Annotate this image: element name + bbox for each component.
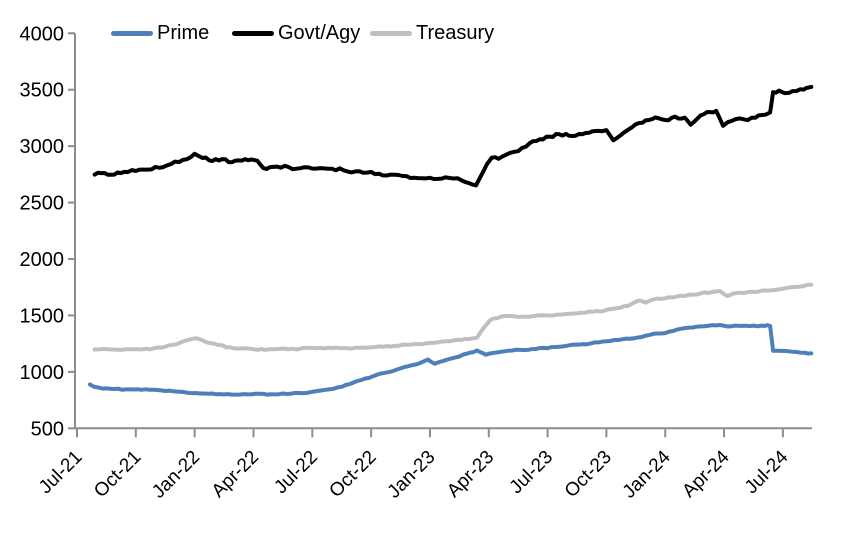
series-line-treasury (92, 282, 814, 352)
x-tick-label: Apr-23 (443, 447, 498, 502)
series-line-prime (87, 323, 814, 397)
treasury-line-swatch (370, 30, 412, 36)
y-tick-label: 3500 (20, 80, 65, 102)
legend-item-treasury: Treasury (370, 23, 494, 43)
x-tick-label: Jan-22 (148, 447, 204, 503)
govt-agy-line-swatch (232, 30, 274, 36)
x-tick-label: Jan-24 (619, 446, 675, 502)
y-tick-label: 1500 (20, 305, 65, 327)
x-tick-label: Jul-21 (35, 447, 86, 498)
x-tick-label: Jul-24 (741, 446, 793, 498)
y-tick-label: 2000 (20, 249, 65, 271)
x-tick-label: Jul-22 (270, 447, 321, 498)
legend-item-govt-agy: Govt/Agy (232, 23, 360, 43)
x-tick-label: Jan-23 (384, 447, 440, 503)
y-tick-label: 3000 (20, 136, 65, 158)
x-tick-label: Oct-23 (561, 447, 616, 502)
y-tick-label: 4000 (20, 23, 65, 45)
legend-label-prime: Prime (157, 22, 210, 44)
series-line-govt-agy (92, 84, 814, 188)
y-tick-label: 500 (31, 418, 64, 440)
x-tick-label: Apr-22 (208, 447, 263, 502)
x-tick-label: Jul-23 (506, 447, 557, 498)
prime-line-swatch (111, 30, 153, 36)
x-tick-label: Apr-24 (678, 446, 733, 501)
y-tick-label: 2500 (20, 193, 65, 215)
chart-legend: Prime Govt/Agy Treasury (0, 0, 852, 48)
legend-label-treasury: Treasury (416, 22, 495, 44)
x-tick-label: Oct-22 (325, 447, 380, 502)
x-tick-label: Oct-21 (90, 447, 145, 502)
legend-item-prime: Prime (111, 23, 209, 43)
legend-label-govt-agy: Govt/Agy (278, 22, 361, 44)
y-tick-label: 1000 (20, 362, 65, 384)
